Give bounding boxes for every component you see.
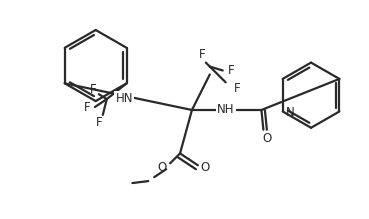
Text: F: F	[234, 82, 241, 95]
Text: F: F	[228, 64, 235, 77]
Text: HN: HN	[115, 92, 133, 105]
Text: F: F	[84, 101, 90, 113]
Text: F: F	[199, 48, 205, 61]
Text: O: O	[200, 161, 210, 174]
Text: O: O	[263, 132, 272, 145]
Text: O: O	[158, 161, 167, 174]
Text: N: N	[286, 106, 295, 119]
Text: F: F	[96, 116, 102, 129]
Text: F: F	[90, 83, 96, 96]
Text: NH: NH	[217, 104, 234, 117]
